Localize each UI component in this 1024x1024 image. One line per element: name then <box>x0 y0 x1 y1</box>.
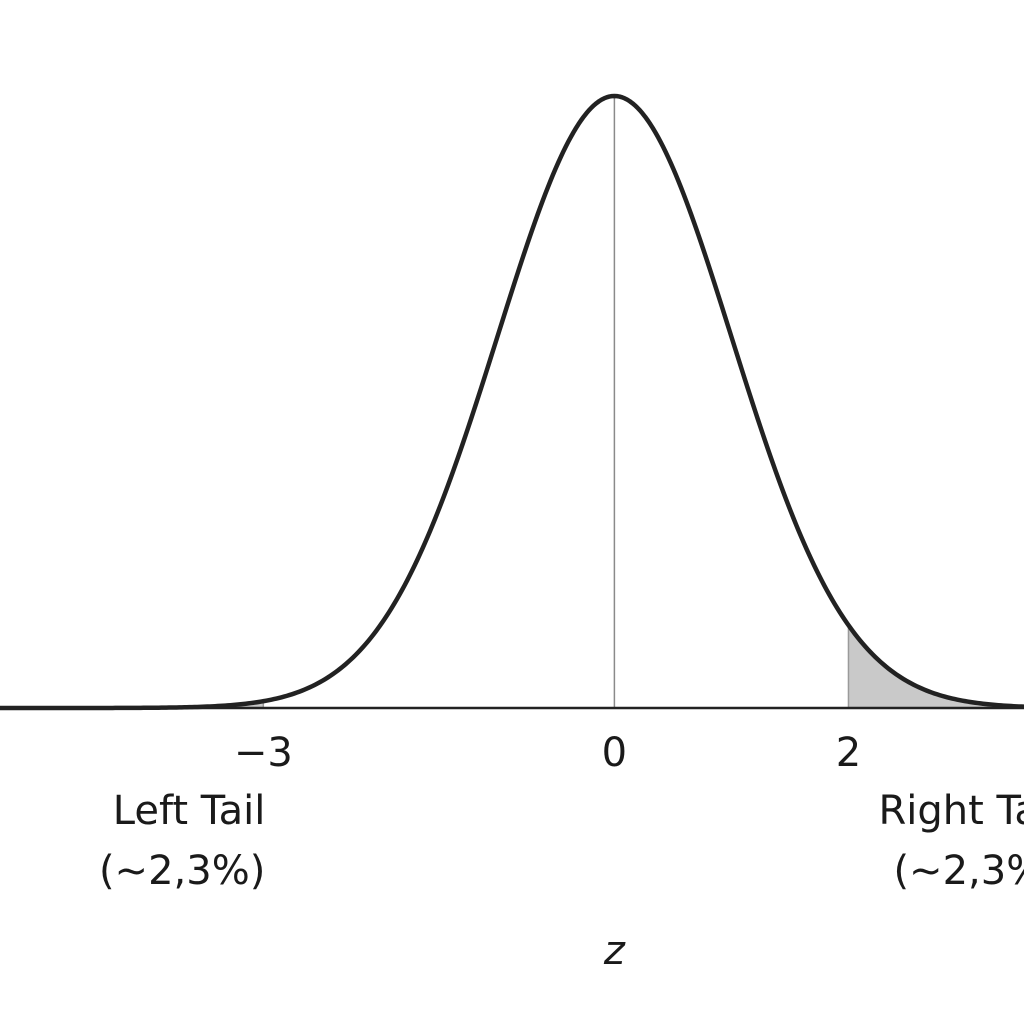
right-tail-area <box>848 625 1024 708</box>
shaded-tail-areas <box>0 625 1024 708</box>
x-tick-label: −3 <box>234 730 293 776</box>
x-axis-title: z <box>603 928 626 974</box>
right-tail-percent: (~2,3%) <box>893 848 1024 894</box>
x-tick-label: 2 <box>836 730 861 776</box>
right-tail-label: Right Tai <box>878 788 1024 834</box>
x-tick-labels: −3 0 2 <box>234 730 861 776</box>
density-curve <box>0 93 1024 711</box>
x-tick-label: 0 <box>602 730 627 776</box>
left-tail-percent: (~2,3%) <box>99 848 265 894</box>
left-tail-label: Left Tail <box>113 788 266 834</box>
